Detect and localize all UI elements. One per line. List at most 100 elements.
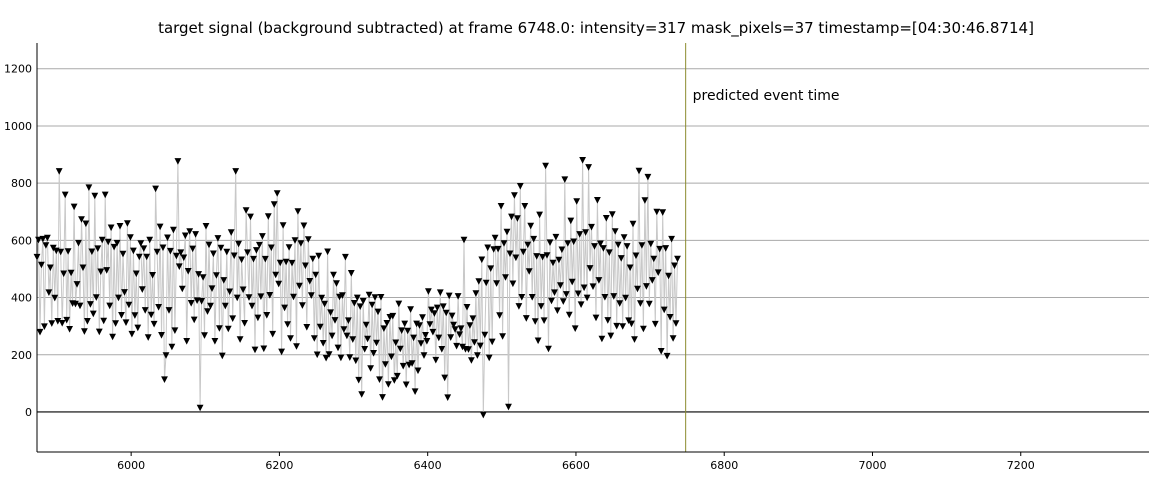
data-point bbox=[573, 198, 581, 205]
data-point bbox=[475, 278, 483, 285]
data-point bbox=[643, 283, 650, 290]
data-point bbox=[208, 285, 216, 292]
data-point bbox=[159, 244, 167, 252]
data-point bbox=[175, 263, 183, 270]
data-point bbox=[359, 298, 367, 305]
data-point bbox=[42, 242, 50, 249]
data-point bbox=[632, 252, 640, 260]
data-point bbox=[439, 303, 447, 310]
x-tick-label: 6800 bbox=[710, 459, 738, 472]
data-point bbox=[515, 303, 523, 310]
data-point bbox=[407, 306, 414, 313]
data-point bbox=[619, 323, 627, 330]
data-point bbox=[666, 314, 674, 321]
data-point bbox=[448, 312, 456, 320]
data-point bbox=[374, 308, 382, 316]
data-point bbox=[586, 265, 594, 272]
data-point bbox=[221, 302, 229, 310]
data-point bbox=[524, 241, 532, 249]
data-point bbox=[392, 339, 400, 347]
data-point bbox=[497, 203, 505, 210]
data-point bbox=[402, 381, 410, 389]
data-point bbox=[309, 255, 317, 263]
data-point bbox=[112, 320, 119, 327]
data-point bbox=[173, 252, 180, 260]
data-point bbox=[41, 323, 48, 330]
data-point bbox=[508, 213, 515, 221]
signal-line bbox=[36, 159, 678, 415]
event-label: predicted event time bbox=[693, 88, 840, 104]
data-point bbox=[186, 228, 194, 235]
data-point bbox=[571, 325, 579, 332]
data-point bbox=[347, 270, 355, 277]
data-point bbox=[465, 346, 472, 353]
data-point bbox=[233, 294, 241, 302]
data-point bbox=[466, 322, 474, 329]
data-point bbox=[181, 232, 189, 240]
data-point bbox=[81, 328, 88, 335]
data-point bbox=[534, 337, 542, 345]
data-point bbox=[183, 338, 191, 345]
data-point bbox=[141, 307, 149, 314]
data-point bbox=[617, 255, 625, 262]
data-point bbox=[548, 297, 555, 305]
data-point bbox=[450, 321, 457, 329]
data-point bbox=[38, 261, 45, 269]
data-point bbox=[516, 183, 524, 190]
data-point bbox=[195, 271, 202, 278]
data-point bbox=[401, 320, 409, 328]
data-point bbox=[551, 289, 558, 296]
data-point bbox=[256, 241, 263, 249]
data-point bbox=[454, 293, 462, 300]
data-point bbox=[382, 361, 389, 368]
data-point bbox=[60, 270, 68, 278]
data-point bbox=[419, 314, 426, 321]
data-point bbox=[340, 326, 348, 333]
data-point bbox=[656, 245, 664, 253]
data-point bbox=[302, 262, 309, 270]
data-point bbox=[484, 244, 492, 252]
data-point bbox=[426, 321, 434, 328]
data-point bbox=[487, 265, 495, 272]
data-point bbox=[116, 223, 124, 230]
data-point bbox=[94, 245, 102, 252]
x-tick-label: 6000 bbox=[117, 459, 145, 472]
data-point bbox=[476, 342, 484, 350]
data-point bbox=[353, 294, 361, 302]
data-point bbox=[204, 308, 211, 315]
data-point bbox=[506, 250, 514, 258]
data-point bbox=[568, 278, 576, 286]
data-point bbox=[220, 277, 228, 284]
data-point bbox=[662, 245, 670, 252]
data-point bbox=[316, 323, 324, 331]
data-point bbox=[352, 357, 360, 365]
data-point bbox=[651, 320, 659, 328]
data-point bbox=[334, 344, 342, 352]
data-point bbox=[153, 248, 161, 256]
data-point bbox=[485, 354, 493, 362]
x-tick-label: 7000 bbox=[858, 459, 886, 472]
data-point bbox=[322, 354, 330, 362]
data-point bbox=[242, 207, 250, 214]
data-point bbox=[423, 338, 431, 345]
data-point bbox=[306, 278, 314, 285]
data-point bbox=[245, 294, 253, 301]
data-point bbox=[562, 291, 570, 298]
data-point bbox=[296, 282, 303, 290]
data-point bbox=[647, 240, 655, 248]
data-point bbox=[205, 241, 213, 249]
data-point bbox=[582, 229, 589, 236]
data-point bbox=[310, 335, 318, 342]
data-point bbox=[279, 222, 287, 229]
data-point bbox=[494, 245, 502, 253]
data-point bbox=[634, 285, 641, 293]
data-point bbox=[241, 320, 248, 327]
data-point bbox=[559, 298, 567, 305]
data-point bbox=[438, 346, 446, 353]
data-point bbox=[167, 247, 174, 255]
data-point bbox=[214, 235, 222, 242]
data-point bbox=[73, 281, 81, 288]
data-point bbox=[207, 302, 214, 310]
data-point bbox=[285, 244, 293, 251]
